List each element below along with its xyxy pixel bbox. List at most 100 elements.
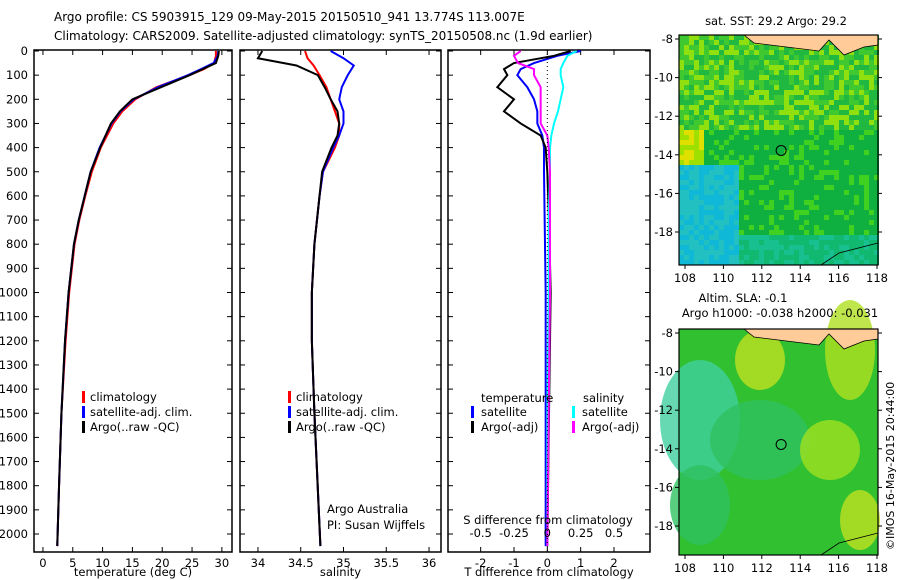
map-lon-label: 114 — [789, 561, 811, 575]
sst-cell — [744, 110, 749, 115]
sst-cell — [724, 255, 729, 260]
sst-cell — [824, 160, 829, 165]
sst-cell — [694, 200, 699, 205]
sst-cell — [699, 105, 704, 110]
sst-cell — [709, 240, 714, 245]
sst-cell — [804, 65, 809, 70]
sst-cell — [874, 260, 879, 265]
sst-cell — [724, 180, 729, 185]
sst-cell — [834, 235, 839, 240]
sst-cell — [824, 180, 829, 185]
sst-cell — [869, 155, 874, 160]
sla-blob — [825, 300, 875, 400]
sst-cell — [684, 75, 689, 80]
sst-cell — [854, 80, 859, 85]
sst-cell — [814, 210, 819, 215]
sst-cell — [724, 60, 729, 65]
sst-cell — [854, 205, 859, 210]
sst-cell — [679, 225, 684, 230]
sst-cell — [864, 185, 869, 190]
sst-cell — [704, 220, 709, 225]
sst-cell — [744, 165, 749, 170]
sst-cell — [704, 240, 709, 245]
sst-cell — [709, 70, 714, 75]
sst-cell — [684, 185, 689, 190]
sst-cell — [694, 105, 699, 110]
sst-cell — [754, 205, 759, 210]
sst-cell — [839, 150, 844, 155]
sst-cell — [804, 50, 809, 55]
sst-cell — [839, 125, 844, 130]
sst-cell — [689, 235, 694, 240]
sst-cell — [794, 110, 799, 115]
sst-cell — [709, 45, 714, 50]
sst-cell — [869, 80, 874, 85]
sst-cell — [854, 100, 859, 105]
sst-cell — [769, 195, 774, 200]
sst-cell — [779, 95, 784, 100]
sst-cell — [844, 245, 849, 250]
sst-cell — [849, 230, 854, 235]
sst-cell — [699, 230, 704, 235]
sst-cell — [724, 160, 729, 165]
sst-cell — [844, 75, 849, 80]
sst-cell — [684, 240, 689, 245]
sst-cell — [749, 190, 754, 195]
sst-cell — [744, 65, 749, 70]
sst-cell — [699, 125, 704, 130]
sst-cell — [704, 250, 709, 255]
sst-cell — [834, 135, 839, 140]
title-line-2: Climatology: CARS2009. Satellite-adjuste… — [54, 29, 593, 43]
sst-cell — [709, 40, 714, 45]
sst-cell — [814, 85, 819, 90]
sst-cell — [789, 180, 794, 185]
map-1 — [675, 34, 882, 269]
sst-cell — [689, 75, 694, 80]
sst-cell — [749, 60, 754, 65]
sst-cell — [689, 240, 694, 245]
sst-cell — [729, 80, 734, 85]
sst-cell — [694, 65, 699, 70]
sst-cell — [839, 85, 844, 90]
sst-cell — [769, 45, 774, 50]
sst-cell — [699, 240, 704, 245]
sst-cell — [819, 150, 824, 155]
sst-cell — [839, 160, 844, 165]
x-tick-label: 25 — [185, 556, 200, 570]
y-tick-label: 700 — [6, 213, 28, 227]
sst-cell — [679, 170, 684, 175]
sst-cell — [814, 260, 819, 265]
sst-cell — [869, 250, 874, 255]
sst-cell — [869, 70, 874, 75]
sst-cell — [699, 50, 704, 55]
sst-cell — [719, 185, 724, 190]
sst-cell — [679, 130, 684, 135]
sst-cell — [734, 80, 739, 85]
sst-cell — [774, 110, 779, 115]
sst-cell — [854, 130, 859, 135]
sst-cell — [849, 195, 854, 200]
sst-cell — [864, 90, 869, 95]
sst-cell — [729, 245, 734, 250]
sst-cell — [799, 180, 804, 185]
sst-cell — [774, 75, 779, 80]
sst-cell — [699, 250, 704, 255]
sst-cell — [699, 155, 704, 160]
sst-cell — [679, 180, 684, 185]
sst-cell — [694, 35, 699, 40]
sst-cell — [819, 135, 824, 140]
sst-cell — [784, 125, 789, 130]
sst-cell — [689, 155, 694, 160]
sst-cell — [734, 125, 739, 130]
sst-cell — [694, 45, 699, 50]
sst-cell — [764, 200, 769, 205]
sst-cell — [689, 115, 694, 120]
sst-cell — [794, 90, 799, 95]
sst-cell — [769, 160, 774, 165]
y-tick-label: 1600 — [0, 430, 28, 444]
sst-cell — [859, 105, 864, 110]
sst-cell — [849, 125, 854, 130]
sst-cell — [769, 105, 774, 110]
sst-cell — [729, 165, 734, 170]
sst-cell — [854, 190, 859, 195]
